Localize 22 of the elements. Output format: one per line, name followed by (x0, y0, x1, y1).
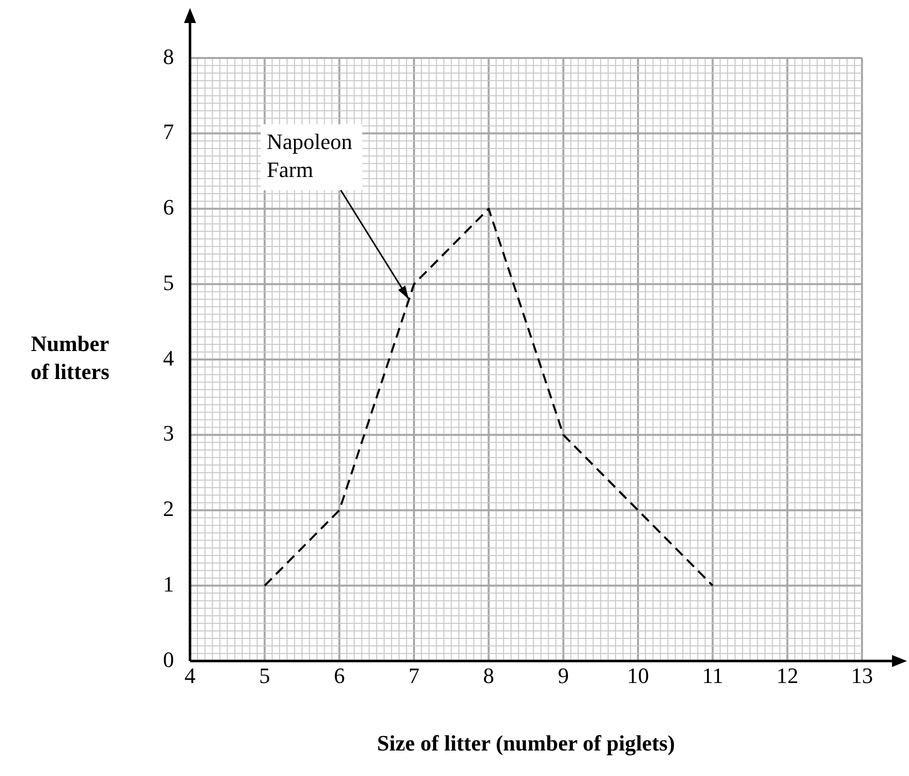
y-tick-label: 3 (163, 420, 174, 446)
y-axis-title: Number of litters (30, 331, 110, 384)
annotation: Napoleon Farm (266, 128, 352, 182)
y-tick-label: 4 (163, 345, 174, 370)
y-tick-label: 6 (163, 194, 174, 220)
x-tick-label: 11 (702, 662, 724, 688)
x-tick-label: 5 (259, 662, 270, 688)
y-tick-label: 1 (163, 571, 174, 596)
x-tick-label: 9 (558, 662, 569, 688)
x-tick-label: 13 (851, 662, 873, 688)
y-tick-label: 7 (163, 119, 174, 144)
x-tick-label: 6 (334, 662, 345, 688)
x-tick-label: 12 (776, 662, 798, 688)
y-tick-label: 5 (163, 270, 174, 295)
x-tick-label: 10 (627, 662, 649, 688)
x-tick-label: 8 (483, 662, 494, 688)
y-tick-label: 0 (163, 646, 174, 672)
y-tick-label: 8 (163, 44, 174, 69)
x-axis-title: Size of litter (number of piglets) (377, 730, 675, 756)
x-tick-label: 7 (408, 662, 420, 688)
y-tick-label: 2 (163, 496, 174, 522)
x-tick-label: 4 (184, 662, 196, 688)
